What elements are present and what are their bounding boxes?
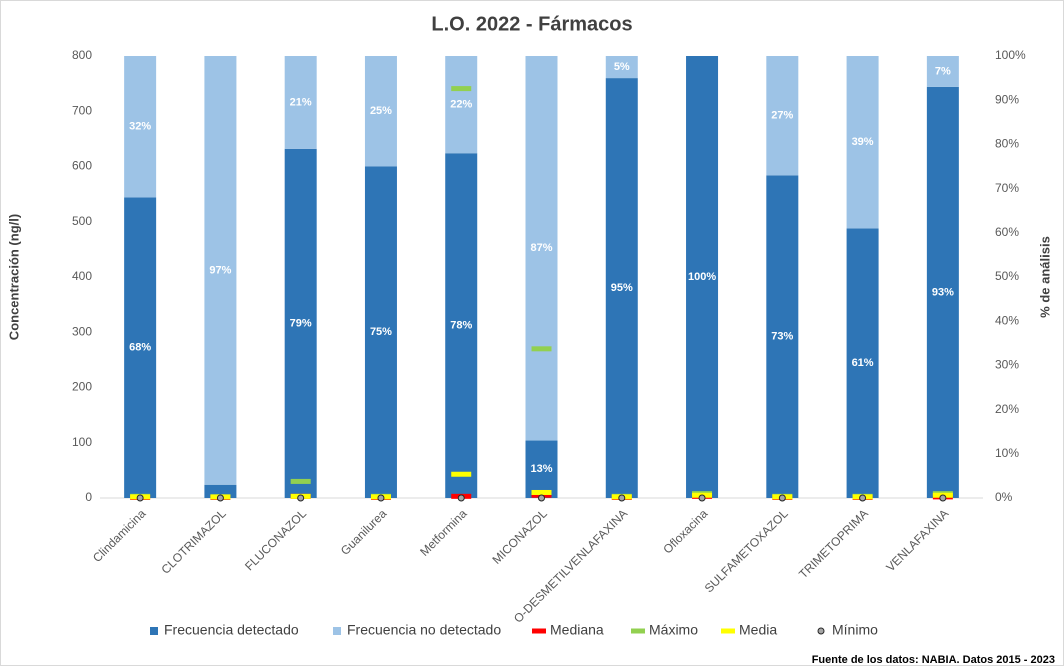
bar-segment [445,153,478,499]
source-note: Fuente de los datos: NABIA. Datos 2015 -… [812,654,1055,666]
bar-segment [926,56,959,87]
bar-segment [525,56,558,441]
bar-value-label: 100% [688,271,716,283]
legend-swatch [631,628,645,634]
marker-circle [216,494,224,502]
y2-axis-title: % de análisis [1037,236,1052,318]
bar-value-label: 97% [209,264,231,276]
bar-value-label: 22% [450,99,472,111]
bar-value-label: 75% [370,326,392,338]
bar-value-label: 39% [852,136,874,148]
marker-dash [451,471,472,477]
marker-circle [538,494,545,502]
y-tick-label: 400 [72,269,92,283]
legend-label: Frecuencia no detectado [347,622,501,638]
bar-segment [124,56,157,198]
legend-label: Mínimo [832,622,878,638]
bar-value-label: 7% [935,65,951,77]
y2-tick-label: 80% [995,137,1019,151]
bar-value-label: 61% [852,357,874,369]
y-axis-title: Concentración (ng/l) [6,214,21,340]
chart-title: L.O. 2022 - Fármacos [431,13,632,35]
y-tick-label: 500 [72,214,92,228]
y-tick-label: 300 [72,324,92,338]
bar-value-label: 27% [771,110,793,122]
y-tick-label: 100 [72,435,92,449]
marker-circle [698,494,706,502]
bar-segment [926,86,959,498]
marker-circle [618,494,626,502]
bar-segment [605,78,638,498]
y-tick-label: 700 [72,103,92,117]
bar-segment [204,56,237,485]
bar-value-label: 93% [932,286,954,298]
marker-dash [451,86,472,92]
y-tick-label: 0 [85,490,92,504]
bar-value-label: 13% [530,463,552,475]
bar-value-label: 87% [530,242,552,254]
bar-segment [605,56,638,79]
marker-circle [136,494,144,502]
y2-tick-label: 10% [995,446,1019,460]
bar-segment [445,56,478,154]
bar-value-label: 73% [771,331,793,343]
y2-tick-label: 60% [995,225,1019,239]
bar-segment [284,148,317,498]
marker-circle [457,494,465,502]
y2-tick-label: 30% [995,358,1019,372]
bar-value-label: 79% [290,317,312,329]
bar-value-label: 95% [611,282,633,294]
bar-value-label: 5% [614,61,630,73]
y2-tick-label: 20% [995,402,1019,416]
marker-circle [859,494,867,502]
marker-dash [531,489,552,495]
bar-segment [846,56,879,229]
bar-value-label: 25% [370,105,392,117]
bar-segment [284,56,317,149]
legend-label: Frecuencia detectado [164,622,299,638]
marker-circle [778,494,786,502]
y2-tick-label: 90% [995,92,1019,106]
bar-segment [766,175,799,498]
marker-circle [939,494,947,502]
bar-value-label: 78% [450,320,472,332]
legend-swatch [532,628,546,634]
bar-segment [686,56,719,498]
y-tick-label: 200 [72,380,92,394]
legend-swatch [721,628,735,634]
bar-segment [846,228,879,498]
legend-swatch [150,627,158,635]
legend-label: Media [739,622,777,638]
y-tick-label: 800 [72,48,92,62]
legend-label: Mediana [550,622,604,638]
bar-segment [525,440,558,498]
legend-swatch [333,627,341,635]
marker-circle [377,494,385,502]
y2-tick-label: 50% [995,269,1019,283]
bar-segment [766,56,799,176]
bar-value-label: 21% [290,96,312,108]
bar-value-label: 68% [129,342,151,354]
bar-segment [364,56,397,167]
bar-value-label: 32% [129,121,151,133]
y2-tick-label: 70% [995,181,1019,195]
marker-circle [297,494,305,502]
y2-tick-label: 100% [995,48,1026,62]
marker-dash [290,478,311,484]
y2-tick-label: 0% [995,490,1013,504]
y2-tick-label: 40% [995,313,1019,327]
bar-segment [364,166,397,498]
bar-segment [124,197,157,498]
legend-swatch [817,627,825,635]
y-tick-label: 600 [72,159,92,173]
legend-label: Máximo [649,622,698,638]
marker-dash [531,346,552,352]
